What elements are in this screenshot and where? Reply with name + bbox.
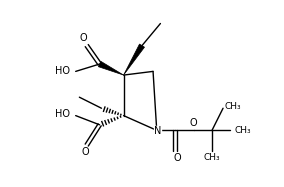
Text: HO: HO xyxy=(55,66,70,76)
Text: O: O xyxy=(173,153,181,163)
Text: CH₃: CH₃ xyxy=(225,102,241,111)
Polygon shape xyxy=(124,44,145,75)
Text: O: O xyxy=(81,148,89,157)
Text: CH₃: CH₃ xyxy=(234,126,251,135)
Text: N: N xyxy=(154,126,162,136)
Text: HO: HO xyxy=(55,109,70,119)
Text: O: O xyxy=(79,33,87,43)
Text: O: O xyxy=(190,118,197,128)
Text: CH₃: CH₃ xyxy=(204,154,220,163)
Polygon shape xyxy=(98,61,124,75)
